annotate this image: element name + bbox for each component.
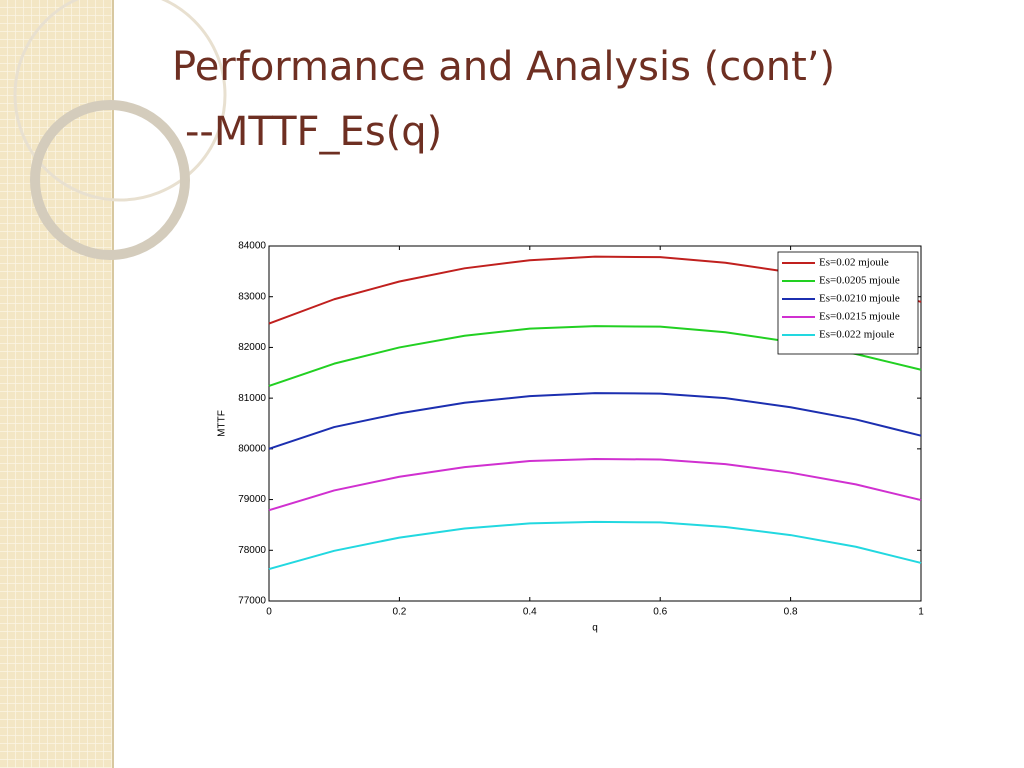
- x-tick-label: 0.4: [523, 607, 537, 618]
- series-line: [268, 458, 922, 512]
- slide-title: --MTTF_Es(q): [185, 109, 442, 155]
- decor-circle: [13, 0, 227, 202]
- series-line: [268, 520, 922, 571]
- y-tick-label: 82000: [238, 342, 266, 353]
- y-tick-label: 81000: [238, 393, 266, 404]
- x-axis-label: q: [592, 623, 598, 634]
- y-tick-label: 84000: [238, 241, 266, 252]
- x-tick-label: 0.2: [392, 607, 406, 618]
- x-tick-label: 0: [266, 607, 272, 618]
- legend-label: Es=0.0205 mjoule: [819, 275, 900, 287]
- y-tick-label: 80000: [238, 443, 266, 454]
- y-tick-label: 77000: [238, 596, 266, 607]
- x-tick-label: 1: [918, 607, 924, 618]
- y-axis-label: MTTF: [217, 410, 228, 437]
- x-tick-label: 0.8: [784, 607, 798, 618]
- chart: 77000 78000 79000 80000 81000 82000 83000 84000…: [217, 241, 925, 634]
- series-line: [268, 392, 922, 450]
- legend-label: Es=0.0210 mjoule: [819, 293, 900, 305]
- y-tick-label: 78000: [238, 545, 266, 556]
- legend-box: [777, 251, 919, 355]
- x-tick-label: 0.6: [653, 607, 667, 618]
- y-tick-label: 83000: [238, 291, 266, 302]
- slide-title: Performance and Analysis (cont’): [172, 44, 835, 90]
- legend-label: Es=0.022 mjoule: [819, 329, 894, 341]
- legend-label: Es=0.0215 mjoule: [819, 311, 900, 323]
- legend-label: Es=0.02 mjoule: [819, 257, 889, 269]
- decor-circle: [30, 100, 190, 260]
- y-tick-label: 79000: [238, 494, 266, 505]
